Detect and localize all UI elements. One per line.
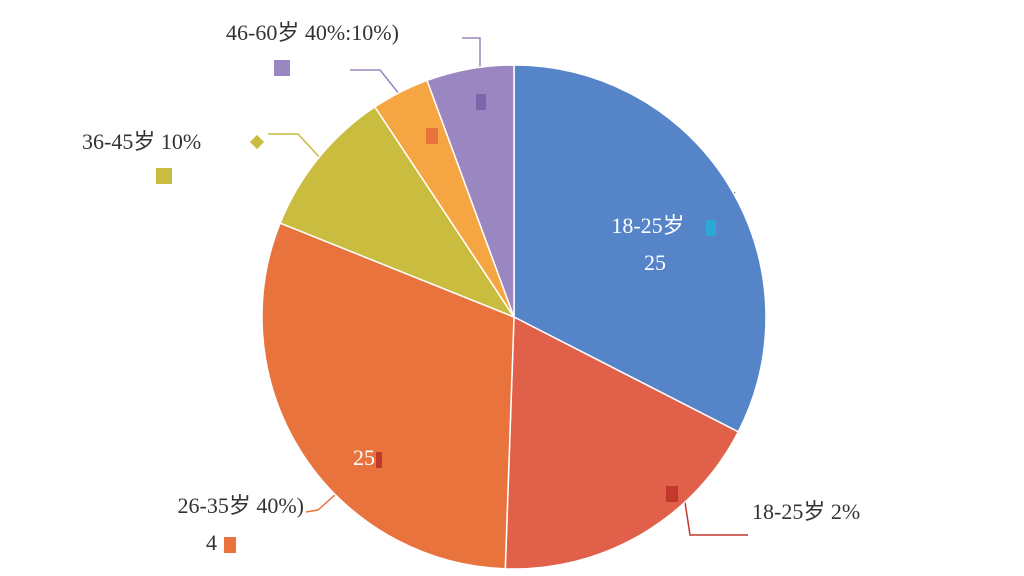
pie-slice xyxy=(279,105,516,319)
slice-label: 25 xyxy=(644,250,666,275)
pie-slice xyxy=(504,315,740,570)
pie-slice xyxy=(261,222,515,570)
slice-label: 26-35岁 40%) xyxy=(178,493,304,518)
slice-label: 46-60岁 40%:10%) xyxy=(226,20,399,45)
pie-slice xyxy=(426,64,515,318)
slice-label: 25 xyxy=(353,445,375,470)
slice-label: 36-45岁 10% xyxy=(82,129,201,154)
slice-label: 18-25岁 2% xyxy=(752,499,860,524)
markers xyxy=(156,60,716,553)
pie-slice xyxy=(513,64,767,433)
slice-label: 18-25岁 xyxy=(611,213,684,238)
pie xyxy=(261,64,767,570)
slice-label: 4 xyxy=(206,530,217,555)
